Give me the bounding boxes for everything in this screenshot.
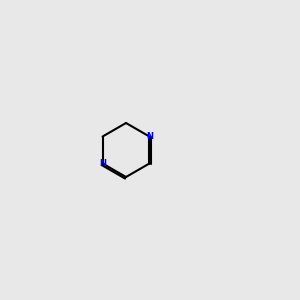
Text: N: N (99, 159, 106, 168)
Text: N: N (146, 132, 153, 141)
